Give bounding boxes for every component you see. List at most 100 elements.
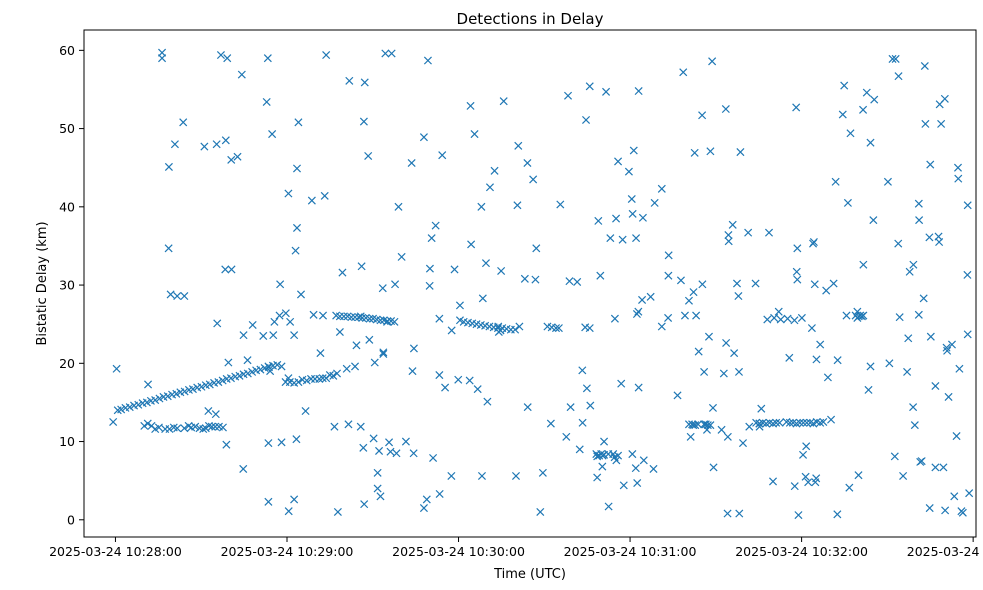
data-point — [925, 504, 934, 513]
data-point — [344, 420, 353, 429]
data-point — [163, 392, 172, 401]
data-point — [802, 418, 811, 427]
data-point — [546, 419, 555, 428]
data-point — [435, 371, 444, 380]
x-tick-label: 2025-03-24 10:28:00 — [49, 544, 182, 559]
data-point — [639, 456, 648, 465]
data-point — [454, 375, 463, 384]
data-point — [627, 194, 636, 204]
data-point — [694, 347, 703, 356]
data-point — [379, 349, 388, 358]
data-point — [204, 407, 213, 416]
data-point — [360, 500, 369, 509]
data-point — [435, 489, 444, 498]
data-point — [632, 234, 641, 243]
data-point — [422, 495, 431, 504]
y-tick-label: 40 — [59, 199, 75, 214]
data-point — [520, 274, 529, 283]
data-point — [352, 341, 361, 350]
data-point — [239, 331, 248, 340]
x-tick-label: 2025-03-24 10:31:00 — [564, 544, 697, 559]
data-point — [827, 415, 836, 424]
data-point — [793, 275, 802, 284]
data-point — [802, 442, 811, 451]
data-point — [513, 201, 522, 210]
data-point — [164, 162, 173, 171]
data-point — [894, 239, 903, 248]
data-point — [292, 164, 302, 173]
data-point — [284, 189, 293, 198]
data-point — [870, 95, 879, 104]
data-point — [296, 290, 306, 299]
data-point — [381, 49, 390, 58]
data-point — [634, 87, 643, 96]
data-point — [775, 418, 784, 427]
data-point — [593, 473, 602, 482]
data-point — [831, 177, 840, 186]
data-point — [173, 291, 182, 301]
data-point — [963, 330, 972, 339]
data-point — [556, 200, 565, 209]
data-point — [465, 376, 474, 385]
data-point — [166, 290, 175, 299]
data-point — [408, 367, 417, 376]
data-point — [883, 177, 892, 186]
data-point — [722, 338, 731, 347]
data-point — [614, 157, 623, 166]
data-point — [619, 481, 628, 490]
data-point — [109, 417, 118, 427]
data-point — [719, 369, 728, 378]
data-point — [785, 353, 794, 362]
data-point — [551, 324, 561, 333]
data-point — [657, 184, 666, 193]
data-point — [816, 340, 825, 349]
data-point — [562, 432, 571, 441]
data-point — [899, 471, 908, 480]
data-point — [134, 400, 143, 409]
data-point — [942, 343, 951, 352]
data-point — [478, 294, 487, 303]
data-point — [301, 407, 310, 416]
data-point — [125, 403, 134, 412]
data-point — [732, 279, 742, 288]
data-point — [450, 265, 459, 274]
data-point — [531, 275, 540, 284]
data-point — [214, 378, 223, 387]
data-point — [706, 421, 715, 430]
data-point — [958, 508, 967, 517]
data-point — [514, 141, 523, 150]
data-point — [692, 311, 701, 320]
data-point — [307, 196, 316, 205]
data-point — [894, 72, 903, 81]
data-point — [772, 418, 781, 427]
data-point — [925, 233, 934, 242]
data-point — [649, 464, 658, 473]
data-point — [963, 270, 972, 279]
data-point — [866, 362, 875, 371]
data-point — [628, 450, 637, 459]
data-point — [197, 382, 206, 391]
data-point — [606, 234, 615, 243]
data-point — [664, 313, 673, 322]
data-point — [499, 97, 508, 106]
data-point — [624, 167, 633, 176]
data-point — [447, 471, 456, 480]
data-point — [926, 160, 935, 169]
data-point — [370, 358, 379, 367]
data-point — [810, 280, 819, 289]
y-axis: 0 10 20 30 40 50 60 — [59, 43, 84, 527]
data-point — [709, 463, 718, 472]
data-point — [795, 418, 804, 427]
data-point — [812, 355, 821, 364]
data-point — [676, 276, 685, 285]
data-point — [816, 418, 825, 427]
data-point — [888, 54, 897, 63]
data-point — [633, 478, 642, 488]
data-point — [745, 422, 754, 431]
data-point — [634, 307, 643, 316]
data-point — [243, 369, 252, 378]
data-point — [859, 260, 868, 269]
data-point — [854, 471, 863, 480]
data-point — [385, 438, 394, 447]
data-point — [164, 244, 173, 253]
